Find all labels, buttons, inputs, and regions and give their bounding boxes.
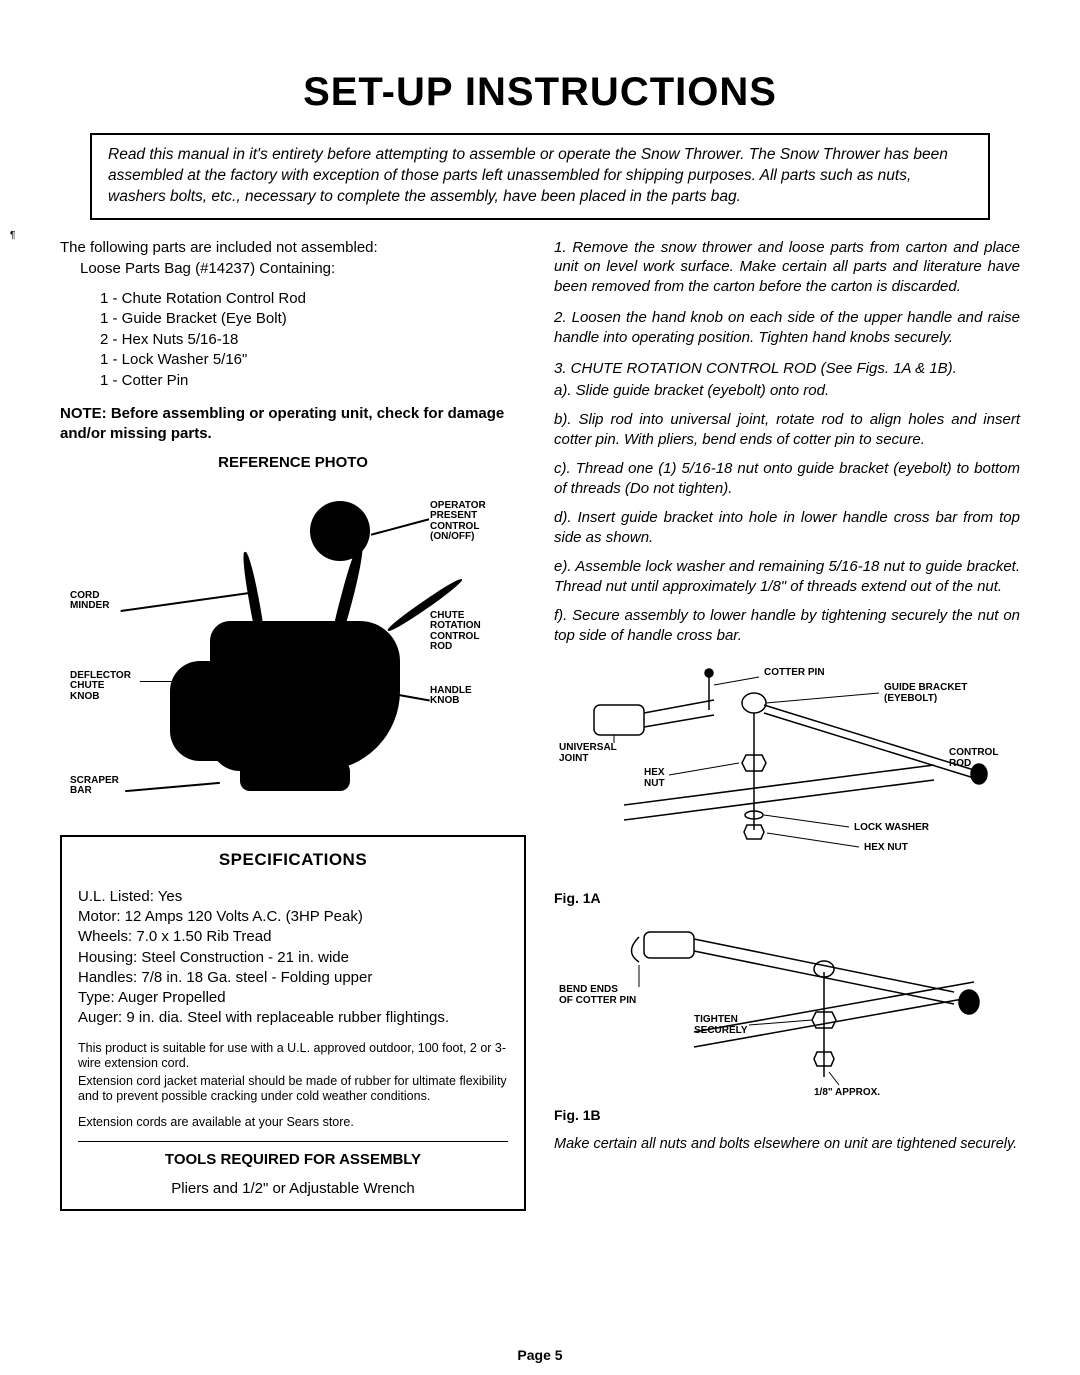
left-column: The following parts are included not ass…: [60, 238, 526, 1211]
spec-line: Type: Auger Propelled: [78, 988, 508, 1008]
step-3a: a). Slide guide bracket (eyebolt) onto r…: [554, 381, 1020, 401]
lbl-tighten: TIGHTENSECURELY: [694, 1014, 748, 1036]
fig-1a-label: Fig. 1A: [554, 889, 1020, 907]
spec-line: Motor: 12 Amps 120 Volts A.C. (3HP Peak): [78, 907, 508, 927]
step-3e: e). Assemble lock washer and remaining 5…: [554, 557, 1020, 596]
lbl-universal: UNIVERSALJOINT: [559, 742, 617, 764]
right-column: 1. Remove the snow thrower and loose par…: [554, 238, 1020, 1211]
spec-note: This product is suitable for use with a …: [78, 1041, 508, 1072]
fig-1a-svg: COTTER PIN GUIDE BRACKET(EYEBOLT) UNIVER…: [554, 655, 1014, 885]
spec-line: U.L. Listed: Yes: [78, 887, 508, 907]
lbl-lockwasher: LOCK WASHER: [854, 822, 930, 833]
step-3c: c). Thread one (1) 5/16-18 nut onto guid…: [554, 459, 1020, 498]
step-1: 1. Remove the snow thrower and loose par…: [554, 238, 1020, 297]
spec-line: Housing: Steel Construction - 21 in. wid…: [78, 948, 508, 968]
reference-photo: CORD MINDER OPERATOR PRESENT CONTROL (ON…: [70, 481, 516, 821]
lbl-cotter: COTTER PIN: [764, 667, 825, 678]
specifications-box: SPECIFICATIONS U.L. Listed: Yes Motor: 1…: [60, 835, 526, 1211]
note-label: NOTE:: [60, 405, 107, 422]
part-item: 1 - Chute Rotation Control Rod: [100, 289, 526, 309]
step-3f: f). Secure assembly to lower handle by t…: [554, 606, 1020, 645]
figure-1b: BEND ENDSOF COTTER PIN TIGHTENSECURELY 1…: [554, 917, 1020, 1124]
note-paragraph: NOTE: Before assembling or operating uni…: [60, 404, 526, 443]
spec-title: SPECIFICATIONS: [78, 849, 508, 871]
lbl-approx: 1/8" APPROX.: [814, 1087, 880, 1098]
lbl-hexnut-bot: HEX NUT: [864, 842, 908, 853]
step-3-head: 3. CHUTE ROTATION CONTROL ROD (See Figs.…: [554, 359, 1020, 379]
step-3b: b). Slip rod into universal joint, rotat…: [554, 410, 1020, 449]
part-item: 1 - Lock Washer 5/16": [100, 350, 526, 370]
divider: [78, 1141, 508, 1142]
spec-line: Wheels: 7.0 x 1.50 Rib Tread: [78, 927, 508, 947]
lbl-bend: BEND ENDSOF COTTER PIN: [559, 984, 636, 1006]
tools-title: TOOLS REQUIRED FOR ASSEMBLY: [78, 1150, 508, 1170]
spec-note: Extension cord jacket material should be…: [78, 1074, 508, 1105]
parts-list: 1 - Chute Rotation Control Rod 1 - Guide…: [60, 289, 526, 391]
ref-label-cord: CORD MINDER: [70, 591, 109, 612]
fig-1b-svg: BEND ENDSOF COTTER PIN TIGHTENSECURELY 1…: [554, 917, 1014, 1102]
lbl-guide: GUIDE BRACKET(EYEBOLT): [884, 682, 967, 704]
page-number: Page 5: [517, 1347, 562, 1363]
step-3d: d). Insert guide bracket into hole in lo…: [554, 508, 1020, 547]
spec-line: Handles: 7/8 in. 18 Ga. steel - Folding …: [78, 968, 508, 988]
spec-line: Auger: 9 in. dia. Steel with replaceable…: [78, 1008, 508, 1028]
ref-label-scraper: SCRAPER BAR: [70, 776, 119, 797]
ref-label-handle-knob: HANDLE KNOB: [430, 686, 472, 707]
tools-list: Pliers and 1/2" or Adjustable Wrench: [78, 1179, 508, 1199]
figure-1a: COTTER PIN GUIDE BRACKET(EYEBOLT) UNIVER…: [554, 655, 1020, 907]
ref-label-deflector: DEFLECTOR CHUTE KNOB: [70, 671, 131, 703]
step-2: 2. Loosen the hand knob on each side of …: [554, 308, 1020, 347]
fig-1b-label: Fig. 1B: [554, 1106, 1020, 1124]
intro-line-1: The following parts are included not ass…: [60, 238, 526, 258]
part-item: 2 - Hex Nuts 5/16-18: [100, 330, 526, 350]
page-title: SET-UP INSTRUCTIONS: [60, 70, 1020, 115]
scan-artifact: ¶: [10, 230, 15, 241]
content-columns: The following parts are included not ass…: [60, 238, 1020, 1211]
intro-line-2: Loose Parts Bag (#14237) Containing:: [60, 259, 526, 279]
spec-note: Extension cords are available at your Se…: [78, 1115, 508, 1131]
part-item: 1 - Cotter Pin: [100, 371, 526, 391]
warning-box: Read this manual in it's entirety before…: [90, 133, 990, 220]
lbl-hexnut-top: HEXNUT: [644, 767, 665, 789]
note-text: Before assembling or operating unit, che…: [60, 405, 504, 442]
part-item: 1 - Guide Bracket (Eye Bolt): [100, 309, 526, 329]
reference-photo-heading: REFERENCE PHOTO: [60, 453, 526, 473]
ref-label-chute-rod: CHUTE ROTATION CONTROL ROD: [430, 611, 481, 653]
final-note: Make certain all nuts and bolts elsewher…: [554, 1135, 1020, 1153]
ref-label-operator: OPERATOR PRESENT CONTROL (ON/OFF): [430, 501, 486, 543]
